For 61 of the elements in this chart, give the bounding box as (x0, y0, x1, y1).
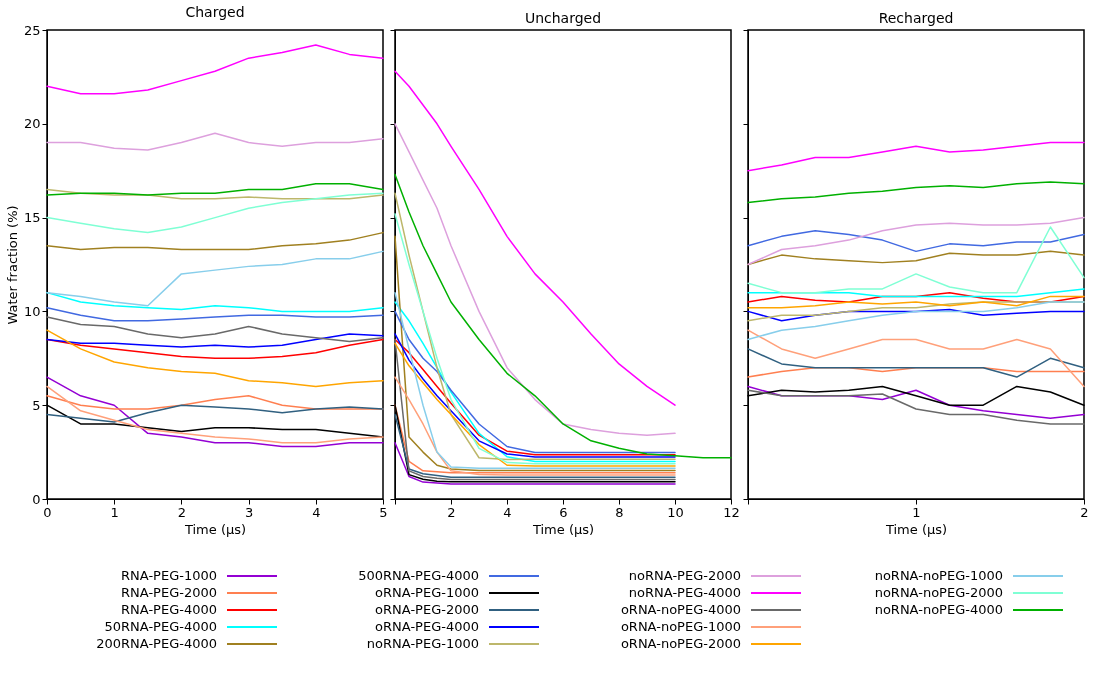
x-tick-label: 1 (912, 504, 921, 520)
chart-title: Charged (185, 4, 245, 20)
x-tick-label: 0 (43, 504, 52, 520)
legend-label: noRNA-PEG-4000 (628, 585, 741, 600)
line-series (46, 338, 384, 360)
x-tick-label: 2 (177, 504, 187, 520)
legend-label: 500RNA-PEG-4000 (358, 568, 479, 583)
y-tick-label: 15 (23, 210, 41, 226)
y-axis-title: Water fraction (%) (4, 205, 20, 325)
legend-label: noRNA-PEG-2000 (628, 568, 741, 583)
line-series (46, 316, 384, 343)
line-series (46, 44, 384, 95)
legend-label: oRNA-noPEG-4000 (620, 602, 741, 617)
x-tick-label: 4 (503, 504, 512, 520)
chart-title: Uncharged (524, 9, 602, 26)
legend-label: oRNA-PEG-1000 (375, 585, 479, 600)
x-axis-title: Time (µs) (183, 521, 247, 537)
legend-label: noRNA-PEG-1000 (366, 636, 479, 651)
line-series (46, 291, 384, 313)
y-tick-label: 5 (32, 397, 41, 413)
line-series (46, 404, 384, 423)
y-tick-label: 20 (23, 116, 41, 132)
x-tick-label: 2 (1080, 504, 1089, 520)
y-tick-label: 25 (23, 22, 41, 38)
x-axis-title: Time (µs) (531, 521, 595, 537)
y-tick-label: 0 (32, 491, 41, 507)
x-tick-label: 8 (615, 504, 624, 520)
line-series (46, 188, 384, 200)
legend-label: oRNA-PEG-4000 (375, 619, 479, 634)
line-series (46, 250, 384, 307)
line-series (46, 132, 384, 151)
x-tick-label: 4 (312, 504, 321, 520)
line-series (46, 183, 384, 196)
legend-label: oRNA-noPEG-1000 (620, 619, 741, 634)
legend-label: 50RNA-PEG-4000 (104, 619, 217, 634)
x-tick-label: 5 (379, 504, 388, 520)
line-series (46, 231, 384, 251)
line-series (46, 376, 384, 448)
x-tick-label: 10 (667, 504, 684, 520)
legend-label: RNA-PEG-2000 (121, 585, 217, 600)
legend-label: 200RNA-PEG-4000 (96, 636, 217, 651)
line-series (46, 306, 384, 322)
x-tick-label: 12 (723, 504, 740, 520)
legend-label: noRNA-noPEG-2000 (874, 585, 1003, 600)
x-axis-title: Time (µs) (884, 521, 948, 537)
x-tick-label: 2 (447, 504, 456, 520)
legend-label: oRNA-PEG-2000 (375, 602, 479, 617)
line-series (46, 333, 384, 348)
chart-title: Recharged (878, 9, 954, 26)
legend-label: noRNA-noPEG-1000 (874, 568, 1003, 583)
x-tick-label: 1 (110, 504, 119, 520)
line-series (46, 192, 384, 234)
legend-label: RNA-PEG-4000 (121, 602, 217, 617)
legend-label: RNA-PEG-1000 (121, 568, 217, 583)
legend-label: noRNA-noPEG-4000 (874, 602, 1003, 617)
line-series (46, 329, 384, 388)
line-series (46, 385, 384, 444)
legend-label: oRNA-noPEG-2000 (620, 636, 741, 651)
x-tick-label: 3 (244, 504, 254, 520)
x-tick-label: 6 (559, 504, 568, 520)
y-tick-label: 10 (23, 303, 41, 319)
